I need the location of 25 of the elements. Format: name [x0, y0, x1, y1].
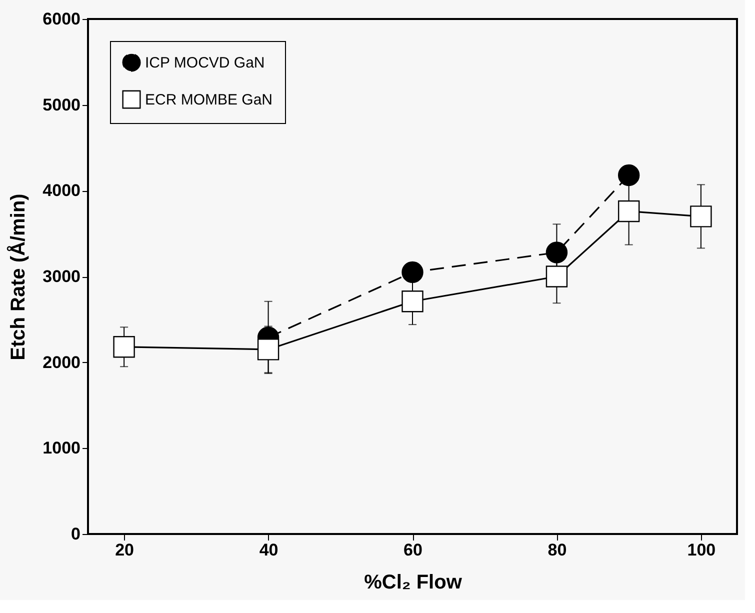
x-tick-label: 60 [404, 540, 422, 560]
x-axis-title: %Cl₂ Flow [364, 572, 462, 594]
point [618, 200, 640, 222]
y-tick-label: 6000 [42, 10, 80, 28]
y-tick-label: 3000 [42, 267, 80, 286]
x-tick-label: 20 [115, 540, 134, 560]
point [113, 336, 135, 358]
x-tick-label: 40 [259, 540, 278, 560]
point [546, 242, 568, 264]
y-tick-label: 0 [71, 524, 80, 544]
legend-label: ECR MOMBE GaN [145, 92, 273, 108]
legend-label: ICP MOCVD GaN [145, 54, 265, 72]
point [546, 266, 568, 288]
y-tick-label: 1000 [42, 438, 80, 458]
x-tick-label: 80 [548, 540, 567, 560]
y-tick-label: 5000 [42, 95, 80, 114]
point [618, 164, 640, 186]
y-tick-label: 4000 [42, 181, 80, 200]
y-axis-title: Etch Rate (Å/min) [6, 194, 30, 360]
point [402, 290, 424, 312]
x-tick-label: 100 [687, 540, 716, 560]
point [402, 261, 424, 284]
point [257, 338, 280, 360]
y-tick-label: 2000 [42, 352, 80, 372]
point [690, 206, 712, 228]
